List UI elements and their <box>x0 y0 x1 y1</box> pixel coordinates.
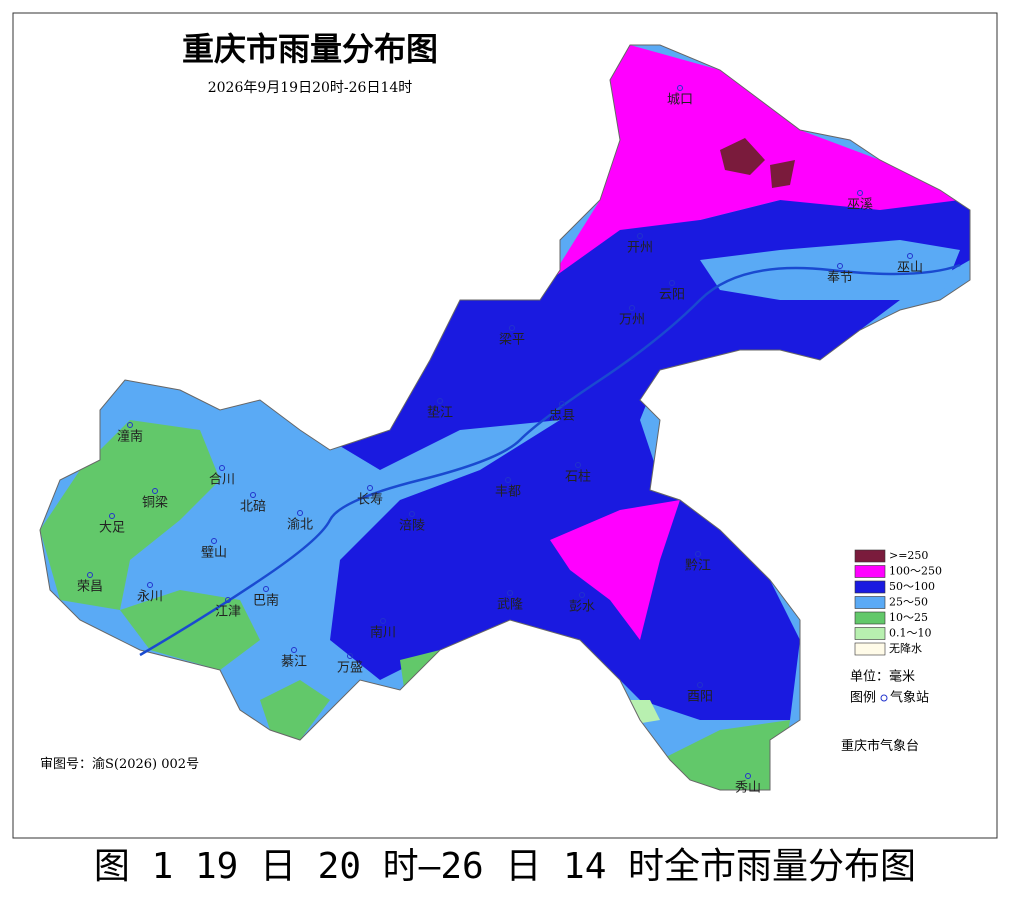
legend-swatch <box>854 580 886 594</box>
legend-swatch <box>854 596 886 609</box>
station <box>297 510 303 516</box>
place-name: 黔江 <box>685 559 711 574</box>
station <box>907 253 913 259</box>
station <box>225 597 231 603</box>
station <box>87 572 93 578</box>
legend-swatch <box>854 549 886 563</box>
station-label: 气象站 <box>890 690 929 706</box>
place-name: 綦江 <box>281 655 307 670</box>
place-name: 开州 <box>627 241 653 256</box>
place-name: 城口 <box>667 93 693 108</box>
place-name: 垫江 <box>427 405 453 421</box>
legend-label: 无降水 <box>889 641 922 655</box>
station <box>437 398 443 404</box>
place-name: 酉阳 <box>687 690 713 705</box>
place-name: 云阳 <box>659 288 685 303</box>
station <box>837 263 843 269</box>
station <box>745 773 751 779</box>
station <box>409 511 415 517</box>
place-name: 荣昌 <box>77 580 103 595</box>
station <box>219 465 225 471</box>
station <box>263 586 269 592</box>
map-subtitle: 2026年9月19日20时-26日14时 <box>208 80 413 96</box>
place-name: 奉节 <box>827 271 853 286</box>
place-name: 梁平 <box>499 333 525 348</box>
legend-label: 50～100 <box>889 580 935 593</box>
station <box>677 85 683 91</box>
place-name: 渝北 <box>287 517 313 533</box>
legend-label: >=250 <box>889 549 928 562</box>
place-name: 石柱 <box>565 470 591 485</box>
caption: 图 1 19 日 20 时—26 日 14 时全市雨量分布图 <box>94 846 916 887</box>
station <box>147 582 153 588</box>
legend-label: 10～25 <box>889 611 928 624</box>
station <box>127 422 133 428</box>
place-name: 大足 <box>99 521 125 536</box>
station <box>669 280 675 286</box>
station <box>507 590 513 596</box>
station <box>211 538 217 544</box>
station <box>637 233 643 239</box>
legend-swatch <box>854 642 886 656</box>
station <box>291 647 297 653</box>
place-name: 巴南 <box>253 593 279 609</box>
place-name: 巫山 <box>897 261 923 276</box>
place-name: 璧山 <box>201 545 227 561</box>
station <box>695 551 701 557</box>
legend-label: 100～250 <box>889 565 942 578</box>
place-name: 武隆 <box>497 598 523 613</box>
station <box>152 488 158 494</box>
place-name: 忠县 <box>549 409 575 424</box>
station <box>579 592 585 598</box>
place-name: 秀山 <box>735 781 761 796</box>
place-name: 永川 <box>137 590 163 605</box>
place-name: 彭水 <box>569 600 595 615</box>
review-number: 审图号：渝S(2026) 002号 <box>40 756 199 772</box>
place-name: 万盛 <box>337 661 363 676</box>
river <box>139 263 961 657</box>
legend-label: 25～50 <box>889 596 928 609</box>
station <box>505 477 511 483</box>
place-name: 北碚 <box>240 500 266 515</box>
legend-word: 图例 <box>850 691 876 706</box>
place-name: 铜梁 <box>142 496 168 511</box>
map-title: 重庆市雨量分布图 <box>182 30 438 68</box>
station <box>250 492 256 498</box>
station <box>559 401 565 407</box>
place-name: 潼南 <box>117 429 143 445</box>
legend-swatch <box>854 565 886 578</box>
place-name: 南川 <box>370 625 396 641</box>
legend-swatch <box>854 611 886 625</box>
place-name: 万州 <box>619 313 645 328</box>
station <box>697 682 703 688</box>
station <box>509 325 515 331</box>
legend-swatch <box>854 627 886 640</box>
station <box>347 653 353 659</box>
station <box>367 485 373 491</box>
station-symbol <box>880 694 888 702</box>
station <box>380 618 386 624</box>
place-name: 涪陵 <box>399 519 425 534</box>
station <box>629 305 635 311</box>
agency: 重庆市气象台 <box>841 738 919 754</box>
place-name: 长寿 <box>357 493 383 508</box>
unit: 单位：毫米 <box>850 669 915 685</box>
place-name: 丰都 <box>495 485 521 500</box>
place-name: 江津 <box>215 605 241 620</box>
place-name: 合川 <box>209 473 235 488</box>
legend-label: 0.1～10 <box>889 627 932 640</box>
station <box>857 190 863 196</box>
place-name: 巫溪 <box>847 198 873 213</box>
station <box>109 513 115 519</box>
station <box>575 462 581 468</box>
